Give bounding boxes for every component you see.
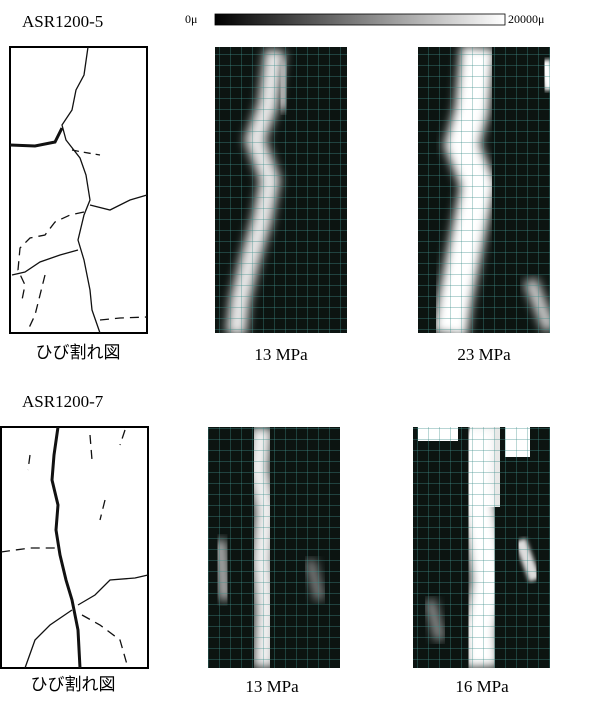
colorbar-max: 20000μ (508, 12, 544, 26)
strain-map (215, 47, 347, 335)
panel-label: ひび割れ図 (36, 343, 121, 362)
panel-label: 16 MPa (455, 677, 509, 696)
panel-label: 13 MPa (254, 345, 308, 364)
strain-map (208, 427, 340, 668)
panel-label: 23 MPa (457, 345, 511, 364)
crack-diagram (1, 427, 148, 668)
specimen-name: ASR1200-7 (22, 392, 104, 411)
strain-map (418, 47, 550, 335)
figure: ASR1200-5 0μ 20000μ ひび割れ図 13 MPa 23 MPa … (0, 0, 595, 696)
panel-label: 13 MPa (245, 677, 299, 696)
crack-diagram (10, 47, 147, 333)
specimen-name: ASR1200-5 (22, 12, 103, 31)
panel-label: ひび割れ図 (31, 675, 116, 694)
strain-map (413, 427, 550, 668)
colorbar (215, 14, 505, 25)
colorbar-min: 0μ (185, 12, 197, 26)
